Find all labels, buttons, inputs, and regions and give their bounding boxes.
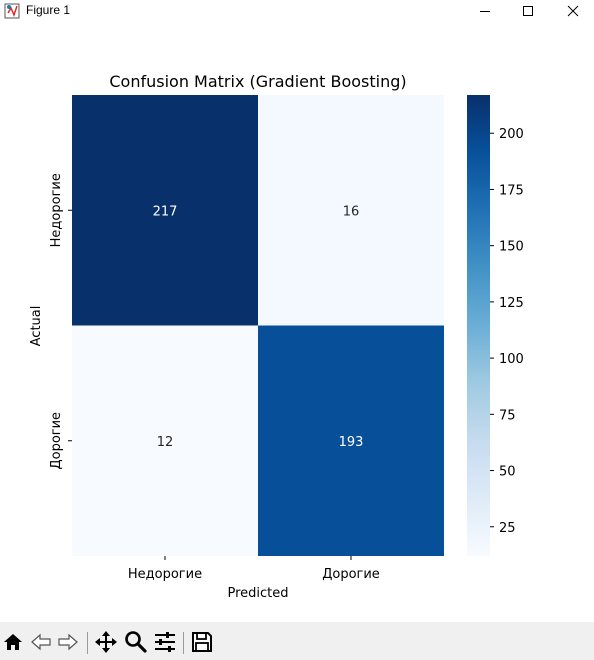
- navigation-toolbar: [0, 622, 594, 660]
- minimize-button[interactable]: [462, 0, 508, 22]
- colorbar-tick-label: 25: [499, 521, 516, 536]
- colorbar: [467, 95, 490, 556]
- x-axis-label: Predicted: [227, 586, 288, 601]
- configure-subplots-button[interactable]: [153, 630, 177, 654]
- colorbar-tick-label: 125: [499, 296, 524, 311]
- back-button[interactable]: [29, 630, 53, 654]
- toolbar-separator: [87, 632, 88, 654]
- save-button[interactable]: [190, 630, 214, 654]
- colorbar-tick-label: 50: [499, 465, 516, 480]
- close-button[interactable]: [550, 0, 594, 22]
- forward-button[interactable]: [56, 630, 80, 654]
- colorbar-tick-label: 150: [499, 240, 524, 255]
- colorbar-tick-label: 75: [499, 408, 516, 423]
- minimize-icon: [480, 11, 490, 12]
- x-tick-label: Дорогие: [322, 567, 380, 582]
- y-axis-label: Actual: [29, 306, 44, 347]
- maximize-button[interactable]: [505, 0, 551, 22]
- cell-value-label: 12: [157, 435, 174, 450]
- colorbar-tick-label: 100: [499, 352, 524, 367]
- home-icon: [4, 634, 22, 650]
- matplotlib-figure-icon: [4, 3, 20, 19]
- pan-icon: [95, 631, 117, 653]
- toolbar-separator: [183, 632, 184, 654]
- colorbar-tick-label: 200: [499, 127, 524, 142]
- y-tick-label: Дорогие: [49, 412, 64, 470]
- cell-value-label: 217: [153, 204, 178, 219]
- heatmap-cell: [72, 95, 258, 326]
- close-icon: [567, 5, 579, 17]
- configure-subplots-icon: [155, 632, 175, 652]
- cell-value-label: 193: [339, 435, 364, 450]
- heatmap-cell: [258, 95, 444, 326]
- pan-button[interactable]: [94, 630, 118, 654]
- colorbar-tick-label: 175: [499, 183, 524, 198]
- chart-title: Confusion Matrix (Gradient Boosting): [109, 72, 406, 91]
- window-title: Figure 1: [26, 3, 71, 17]
- forward-arrow-icon: [58, 633, 78, 651]
- x-tick-label: Недорогие: [128, 567, 202, 582]
- y-tick-label: Недорогие: [49, 173, 64, 247]
- save-icon: [192, 632, 212, 652]
- zoom-icon: [125, 631, 147, 653]
- maximize-icon: [523, 6, 533, 16]
- heatmap-cell: [72, 325, 258, 556]
- cell-value-label: 16: [343, 204, 360, 219]
- window-titlebar: Figure 1: [0, 0, 594, 22]
- zoom-button[interactable]: [124, 630, 148, 654]
- heatmap-cell: [258, 325, 444, 556]
- confusion-matrix-chart: Confusion Matrix (Gradient Boosting) 217…: [29, 72, 524, 601]
- figure-canvas: Confusion Matrix (Gradient Boosting) 217…: [0, 22, 594, 622]
- home-button[interactable]: [1, 630, 25, 654]
- back-arrow-icon: [31, 633, 51, 651]
